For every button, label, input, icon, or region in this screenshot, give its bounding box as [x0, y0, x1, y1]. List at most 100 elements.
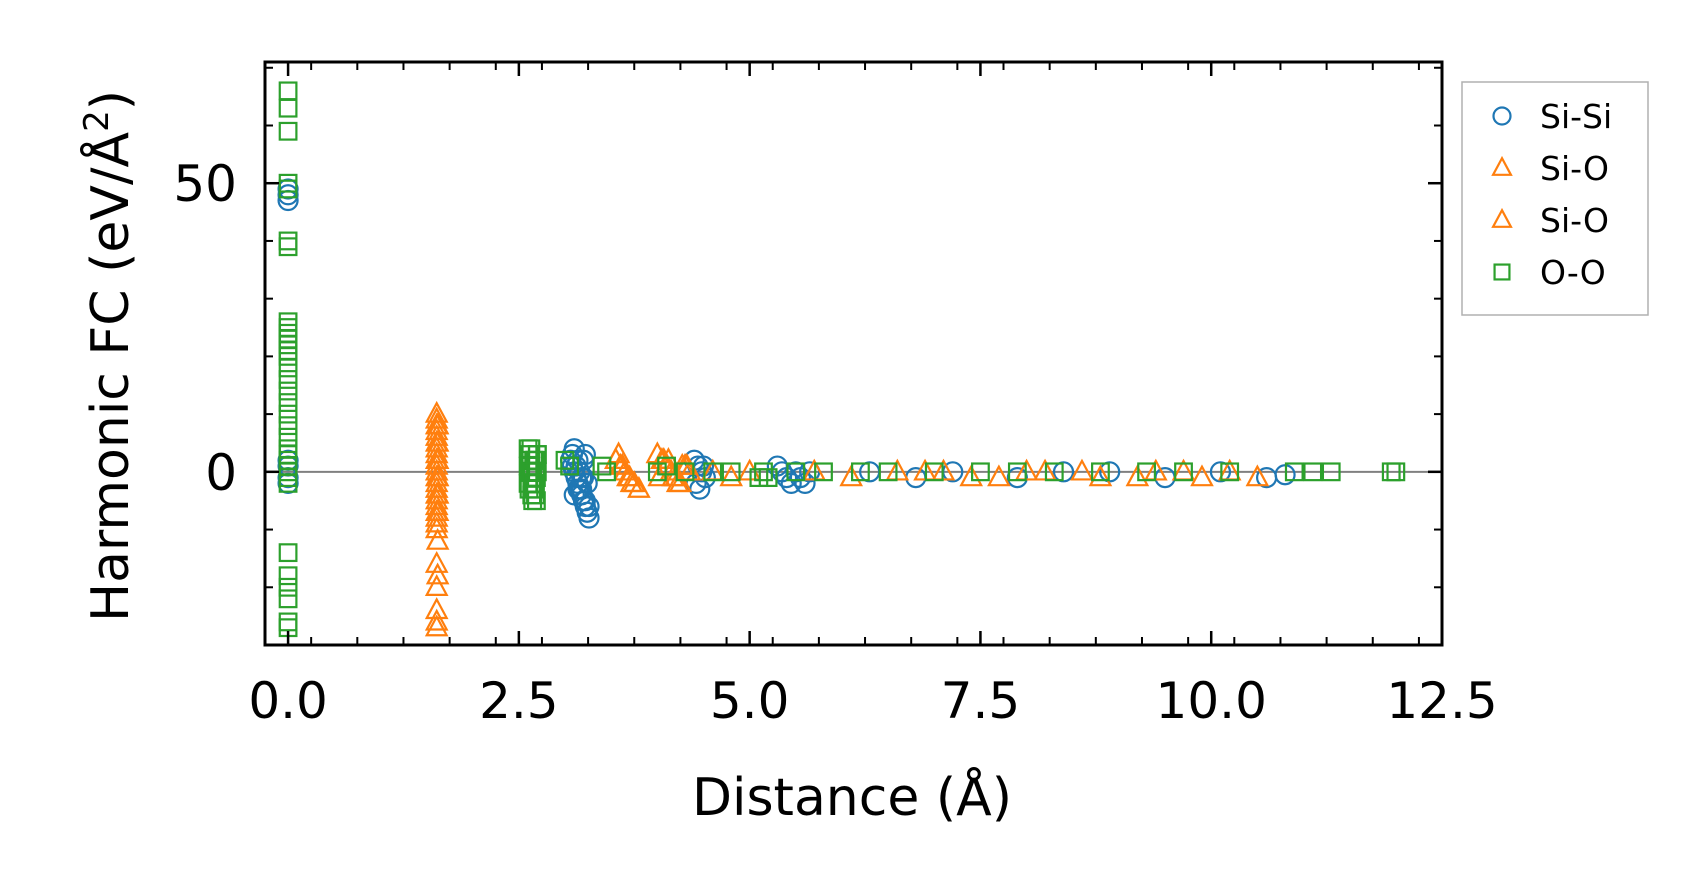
data-point: [971, 462, 990, 482]
data-point: [278, 612, 298, 632]
data-point: [851, 462, 870, 482]
data-point: [665, 470, 690, 493]
data-point: [278, 427, 298, 447]
legend-item-si-si-0: Si-Si: [1492, 97, 1612, 136]
data-point: [1386, 462, 1406, 482]
data-point: [278, 577, 298, 597]
data-point: [689, 478, 711, 500]
legend-marker: [1491, 155, 1513, 176]
axis-ticks: [264, 62, 1444, 645]
data-point: [592, 456, 612, 476]
data-point: [278, 346, 298, 366]
legend-frame: [1461, 81, 1649, 316]
y-axis-title: Harmonic FC (eV/Å2): [77, 90, 141, 622]
data-point: [425, 498, 450, 521]
data-point: [1190, 464, 1214, 487]
data-point: [278, 335, 298, 355]
data-point: [278, 370, 298, 389]
data-point: [719, 464, 744, 487]
data-point: [1303, 462, 1323, 482]
data-point: [578, 495, 600, 518]
data-point: [278, 439, 298, 459]
data-point: [278, 381, 298, 401]
data-point: [278, 341, 298, 361]
data-point: [278, 173, 298, 193]
data-point: [555, 450, 575, 470]
x-tick-label: 0.0: [248, 672, 328, 730]
data-point: [959, 464, 984, 487]
data-point: [526, 450, 545, 470]
data-point: [278, 450, 298, 470]
data-point: [424, 550, 449, 573]
data-point: [424, 516, 449, 539]
data-point: [424, 504, 449, 527]
legend-item-si-o-1: Si-O: [1491, 149, 1609, 188]
data-point: [839, 464, 864, 487]
data-point: [277, 178, 299, 200]
legend-marker: [1491, 207, 1513, 228]
data-point: [278, 323, 298, 343]
data-point: [278, 179, 298, 199]
legend-label: Si-Si: [1540, 97, 1612, 136]
data-point: [567, 478, 589, 500]
data-point: [675, 462, 695, 482]
data-point: [278, 445, 298, 464]
data-point: [278, 237, 298, 257]
data-point: [563, 484, 585, 506]
x-tick-label: 2.5: [479, 672, 559, 730]
data-point: [814, 462, 833, 482]
data-point: [721, 462, 741, 482]
data-point: [278, 473, 298, 493]
legend-marker: [1492, 106, 1512, 126]
data-point: [627, 475, 651, 498]
data-point: [754, 462, 773, 482]
data-point: [278, 404, 298, 424]
x-tick-label: 5.0: [710, 672, 790, 730]
data-point: [571, 467, 593, 489]
data-marks: [277, 81, 1406, 638]
y-axis-title-main: Harmonic FC (eV/Å: [79, 131, 141, 622]
data-point: [278, 312, 298, 332]
data-point: [277, 184, 299, 206]
y-tick-label: 50: [173, 155, 237, 213]
y-axis-title-superscript: 2: [77, 110, 117, 132]
data-point: [278, 98, 298, 118]
data-point: [924, 462, 944, 482]
data-point: [278, 589, 298, 609]
data-point: [1006, 467, 1028, 489]
data-point: [1052, 461, 1075, 483]
data-point: [574, 490, 596, 512]
data-point: [1220, 462, 1240, 482]
data-point: [1321, 462, 1341, 482]
data-point: [278, 329, 298, 349]
x-tick-label: 12.5: [1386, 672, 1497, 730]
data-point: [703, 462, 723, 482]
series-o-o-3: [278, 81, 1406, 638]
plot-frame: [263, 60, 1444, 647]
data-point: [278, 393, 298, 412]
data-point: [424, 608, 449, 631]
data-point: [278, 358, 298, 378]
x-tick-label: 7.5: [941, 672, 1021, 730]
legend-item-o-o-3: O-O: [1493, 253, 1606, 292]
data-point: [560, 456, 580, 476]
data-point: [1125, 464, 1150, 487]
data-point: [1091, 462, 1110, 482]
data-point: [425, 527, 450, 550]
data-point: [278, 121, 298, 141]
data-point: [1007, 462, 1027, 482]
data-point: [278, 318, 298, 337]
data-point: [647, 464, 671, 487]
data-point: [424, 574, 449, 596]
data-point: [758, 468, 778, 488]
data-point: [610, 452, 635, 475]
plot-area-border: [263, 60, 1444, 647]
data-point: [522, 479, 542, 499]
data-point: [278, 231, 298, 251]
data-point: [278, 416, 298, 436]
series-si-o-1: [424, 400, 1270, 637]
data-point: [1137, 462, 1157, 482]
x-tick-label: 10.0: [1156, 672, 1267, 730]
data-point: [1044, 462, 1064, 482]
